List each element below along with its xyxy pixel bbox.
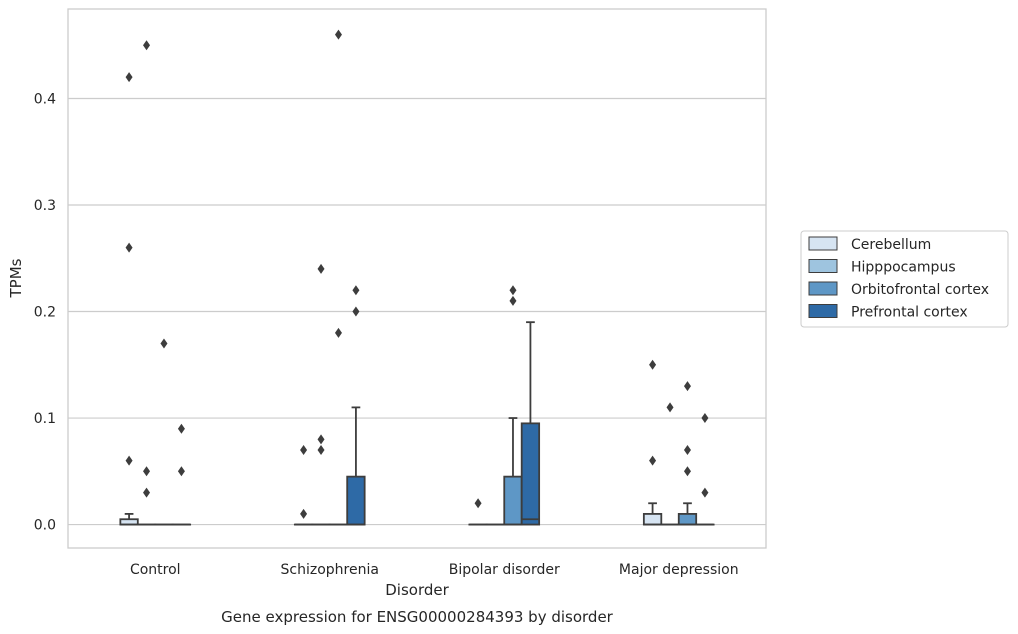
plot-background	[68, 9, 766, 548]
box	[520, 422, 541, 526]
legend-swatch	[808, 304, 838, 318]
outlier-point	[317, 263, 325, 274]
legend-items: Cerebellum Hipppocampus Orbitofrontal cort…	[808, 236, 989, 321]
outlier-point	[683, 445, 691, 455]
x-tick-labels: Control Schizophrenia Bipolar disorder Majo…	[130, 562, 739, 578]
outlier-point	[317, 434, 325, 445]
x-tick-label: Bipolar disorder	[449, 562, 560, 578]
legend: Cerebellum Hipppocampus Orbitofrontal cort…	[800, 230, 1009, 328]
y-tick-label: 0.0	[34, 518, 56, 534]
outlier-point	[177, 466, 185, 477]
legend-label: Orbitofrontal cortex	[851, 282, 989, 298]
outlier-point	[334, 29, 342, 40]
y-tick-label: 0.2	[34, 305, 56, 321]
box	[346, 475, 366, 526]
legend-label: Hipppocampus	[851, 260, 956, 276]
box	[677, 513, 698, 526]
outlier-point	[509, 295, 517, 306]
outlier-point	[125, 72, 133, 83]
series-cerebellum	[119, 72, 663, 526]
legend-label: Prefrontal cortex	[851, 305, 968, 321]
y-tick-label: 0.4	[34, 91, 56, 107]
outlier-point	[352, 285, 360, 296]
legend-label: Cerebellum	[851, 237, 931, 253]
outlier-point	[683, 381, 691, 392]
series-hipppocampus	[136, 40, 680, 526]
legend-swatch	[808, 281, 838, 296]
outlier-point	[701, 413, 709, 424]
outlier-point	[649, 359, 657, 370]
outlier-point	[317, 445, 325, 455]
outlier-point	[177, 423, 185, 434]
x-axis-title: Disorder	[385, 581, 449, 599]
outlier-point	[352, 306, 360, 317]
x-tick-label: Schizophrenia	[281, 562, 379, 578]
outlier-point	[143, 487, 151, 498]
outlier-point	[300, 445, 308, 455]
outlier-point	[300, 508, 308, 519]
outlier-point	[509, 285, 517, 296]
box	[642, 513, 663, 526]
chart-caption: Gene expression for ENSG00000284393 by d…	[221, 608, 614, 626]
outlier-point	[666, 402, 674, 413]
legend-frame	[800, 230, 1009, 328]
outlier-point	[125, 242, 133, 253]
outlier-point	[160, 338, 168, 349]
outlier-point	[683, 466, 691, 477]
outlier-point	[334, 327, 342, 338]
legend-swatch	[808, 259, 838, 273]
y-axis-title: TPMs	[7, 258, 25, 298]
series-orbitofrontal-cortex	[154, 29, 698, 526]
legend-swatch	[808, 236, 838, 251]
x-tick-label: Major depression	[619, 562, 739, 578]
series-prefrontal-cortex	[171, 285, 715, 526]
box	[503, 475, 523, 526]
y-tick-label: 0.1	[34, 411, 56, 427]
outlier-point	[143, 466, 151, 477]
outlier-point	[701, 487, 709, 498]
outlier-point	[649, 455, 657, 466]
box-series	[119, 29, 715, 526]
outlier-point	[125, 455, 133, 466]
y-tick-label: 0.3	[34, 198, 56, 214]
x-tick-label: Control	[130, 562, 181, 578]
outlier-point	[143, 40, 151, 51]
outlier-point	[474, 498, 482, 509]
y-tick-labels: 0.0 0.1 0.2 0.3 0.4	[34, 91, 56, 533]
plot-frame	[67, 8, 767, 549]
